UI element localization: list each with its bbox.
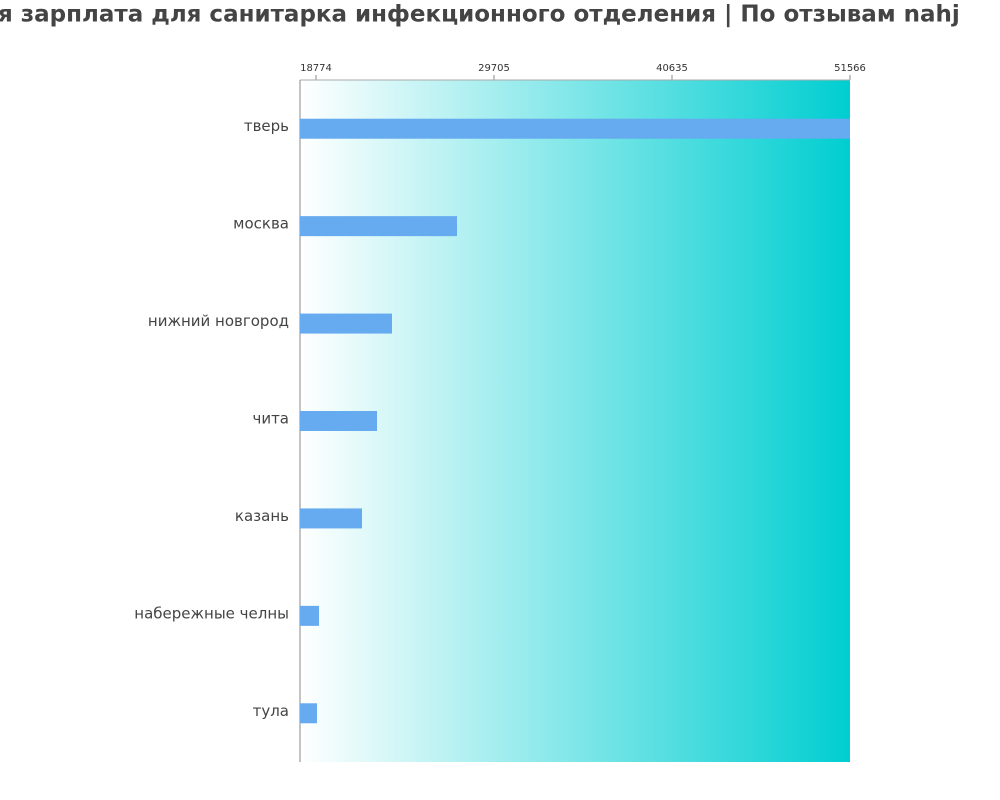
bar: [300, 508, 362, 529]
plot-background: [300, 80, 850, 762]
x-tick-label: 29705: [478, 63, 510, 74]
bar: [300, 605, 319, 626]
bar: [300, 118, 850, 139]
bar: [300, 411, 377, 431]
bar: [300, 703, 317, 724]
y-tick-label: москва: [233, 215, 289, 233]
y-tick-label: тверь: [244, 117, 289, 135]
bar: [300, 313, 392, 334]
y-tick-label: чита: [252, 410, 289, 428]
chart-title: я зарплата для санитарка инфекционного о…: [0, 2, 960, 28]
x-tick-label: 51566: [834, 63, 866, 74]
x-tick-label: 40635: [656, 63, 688, 74]
x-tick-label: 18774: [300, 63, 332, 74]
y-tick-label: нижний новгород: [148, 312, 289, 330]
y-tick-label: тула: [253, 702, 289, 720]
y-tick-label: набережные челны: [134, 604, 289, 622]
bar: [300, 216, 458, 237]
y-tick-label: казань: [235, 507, 289, 525]
